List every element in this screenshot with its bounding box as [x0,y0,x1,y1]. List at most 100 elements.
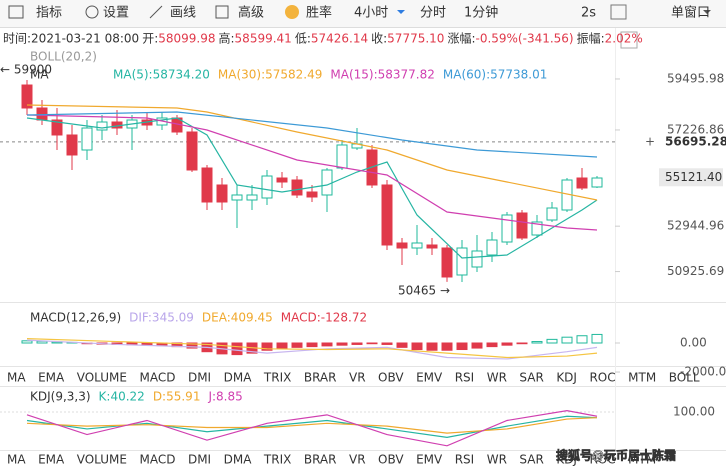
indicator-tab[interactable]: WR [487,453,507,467]
info-label: 涨幅: [447,31,475,46]
icon-winrate [285,5,299,19]
last-price-box [659,168,723,187]
macd-bar [306,342,318,348]
indicator-tab[interactable]: EMV [416,371,443,385]
candle-body [261,175,273,199]
candle-body [396,242,408,249]
y-tick-label: 59495.98 [667,71,724,85]
indicator-tab[interactable]: TRIX [263,453,291,467]
info-value: -0.59%(-341.56) [475,32,573,46]
indicator-tab[interactable]: BRAR [304,453,337,467]
kdj-legend: K:40.22 [99,390,145,404]
macd-bar [531,341,543,344]
indicator-tab[interactable]: MACD [139,371,175,385]
indicator-tab[interactable]: EMA [38,453,65,467]
indicator-tab[interactable]: VR [349,371,366,385]
toolbar-item[interactable]: 画线 [170,6,196,21]
info-value: 57426.14 [311,32,368,46]
macd-bar [366,342,378,345]
indicator-tab[interactable]: SAR [519,371,543,385]
macd-bar [336,342,348,346]
candle-body [426,244,438,249]
candle-body [246,194,258,201]
indicator-tab[interactable]: OBV [378,371,404,385]
toolbar-item[interactable]: 指标 [36,6,62,21]
indicator-tab[interactable]: SAR [519,453,543,467]
indicator-tab[interactable]: ROC [589,371,615,385]
candle-body [276,177,288,183]
icon-indicator [8,5,24,19]
indicator-tab[interactable]: ROC [589,453,615,467]
indicator-tab[interactable]: BOLL [669,371,700,385]
candle-body [411,242,423,249]
kdj-legend: KDJ(9,3,3) [30,390,91,404]
indicator-tab[interactable]: KDJ [556,453,577,467]
indicator-tab[interactable]: EMV [416,453,443,467]
candle-body [51,119,63,136]
toolbar-item[interactable]: 胜率 [306,5,332,21]
indicator-tab[interactable]: MACD [139,453,175,467]
macd-legend: DIF:345.09 [129,311,194,325]
kdj-legend: D:55.91 [153,390,201,404]
macd-bar [21,340,33,344]
indicator-tab[interactable]: MA [7,453,26,467]
info-value: 58099.98 [158,32,215,46]
candle-body [21,84,33,109]
boll-label: BOLL(20,2) [30,50,97,64]
toolbar-right[interactable]: 2s [581,6,596,21]
info-label: 高: [219,31,235,46]
macd-bar [321,342,333,347]
y-tick-label: 0.00 [680,335,707,349]
macd-bar [351,342,363,345]
candle-body [81,127,93,151]
indicator-tab[interactable]: MTM [628,453,656,467]
candle-body [486,239,498,256]
indicator-tab[interactable]: EMA [38,371,65,385]
macd-bar [546,338,558,344]
indicator-tab[interactable]: DMA [224,371,253,385]
ma-line [26,111,598,158]
indicator-tab[interactable]: KDJ [556,371,577,385]
indicator-tab[interactable]: VOLUME [77,453,127,467]
indicator-tab[interactable]: MA [7,371,26,385]
toolbar-bg [0,0,726,27]
candle-body [66,134,78,156]
macd-bar [231,342,243,356]
indicator-tab[interactable]: VR [349,453,366,467]
toolbar-right[interactable]: 单窗口 [671,5,710,21]
toolbar-item[interactable]: 设置 [103,6,129,21]
macd-bar [186,342,198,349]
ma-line [26,117,598,259]
indicator-tab[interactable]: RSI [455,371,475,385]
indicator-tab[interactable]: DMI [188,453,211,467]
candle-body [501,214,513,243]
indicator-tab[interactable]: VOLUME [77,371,127,385]
indicator-tab[interactable]: TRIX [263,371,291,385]
macd-bar [441,342,453,351]
legend-entry: MA(60):57738.01 [443,68,548,82]
indicator-tab[interactable]: MTM [628,371,656,385]
indicator-tab[interactable]: WR [487,371,507,385]
ma-line [26,104,598,201]
indicator-tab[interactable]: RSI [455,453,475,467]
icon-window [610,4,627,20]
macd-bar [411,342,423,351]
toolbar-item[interactable]: 1分钟 [464,5,498,21]
info-label: 振幅: [577,31,605,46]
toolbar-item[interactable]: 高级 [238,5,264,21]
info-label: 低: [295,32,311,46]
indicator-tab[interactable]: OBV [378,453,404,467]
candle-body [96,121,108,131]
toolbar-item[interactable]: 4小时 [354,6,388,21]
indicator-tab[interactable]: BRAR [304,371,337,385]
indicator-tab[interactable]: DMA [224,453,253,467]
macd-bar [276,342,288,349]
toolbar-item[interactable]: 分时 [420,6,446,21]
ma-label: MA [30,68,49,82]
macd-bar [381,342,393,345]
indicator-tab[interactable]: DMI [188,371,211,385]
macd-bar [516,342,528,345]
candle-body [531,221,543,236]
candle-body [441,247,453,278]
